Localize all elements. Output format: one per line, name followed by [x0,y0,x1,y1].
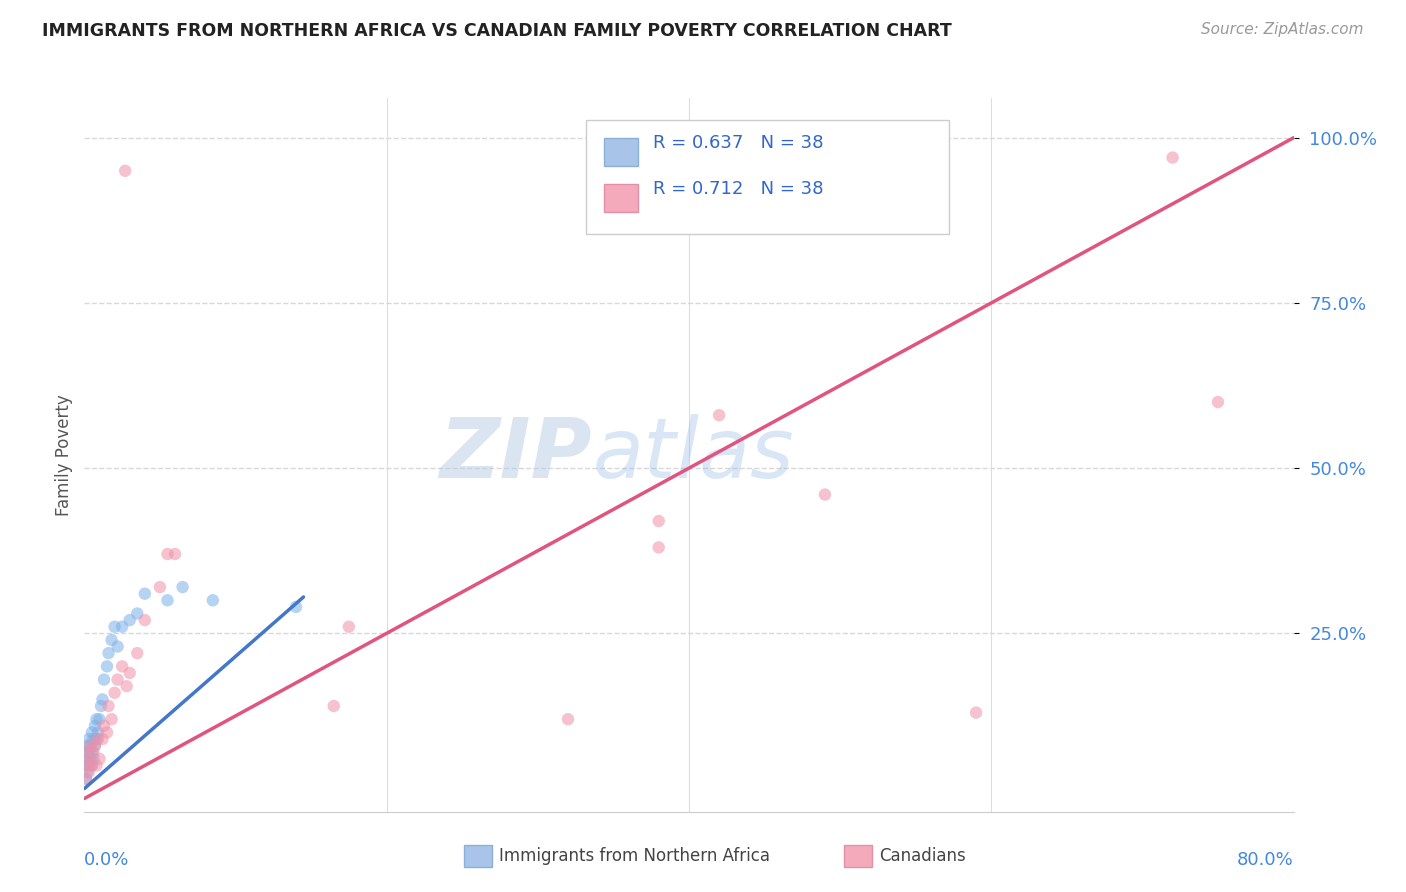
Point [118,613,141,627]
Point [90,698,112,713]
Text: R = 0.637   N = 38: R = 0.637 N = 38 [652,134,823,152]
Point [89,752,111,766]
Point [107,673,129,687]
Point [77,745,100,759]
Point [86,732,108,747]
FancyBboxPatch shape [605,138,638,166]
Point [557,712,579,726]
Point [114,163,136,178]
Point [100,632,122,647]
Point [84,739,107,753]
Point [127,607,149,621]
Point [93,719,115,733]
Point [87,725,110,739]
Point [75,758,97,772]
Point [93,673,115,687]
Point [77,732,100,747]
Point [75,772,97,786]
Point [965,706,987,720]
Point [337,620,360,634]
Point [75,745,97,759]
Point [134,613,156,627]
Point [149,580,172,594]
Point [91,692,114,706]
Point [80,725,103,739]
Text: Immigrants from Northern Africa: Immigrants from Northern Africa [499,847,770,865]
Point [156,593,179,607]
Point [1161,151,1184,165]
Point [163,547,186,561]
Point [709,409,731,423]
Point [79,752,101,766]
Point [134,587,156,601]
Point [156,547,179,561]
Point [111,620,134,634]
Point [86,712,108,726]
Point [647,514,671,528]
Point [115,679,138,693]
Point [97,646,120,660]
Point [84,739,107,753]
Point [82,745,104,759]
Point [96,725,118,739]
Point [80,758,103,772]
Point [76,765,98,780]
Point [75,772,97,786]
Point [84,719,107,733]
Point [79,739,101,753]
Point [87,732,110,747]
Text: 80.0%: 80.0% [1237,851,1294,869]
Y-axis label: Family Poverty: Family Poverty [55,394,73,516]
Point [107,640,129,654]
Point [127,646,149,660]
FancyBboxPatch shape [605,185,638,212]
Point [80,745,103,759]
Point [89,712,111,726]
Point [104,686,127,700]
Point [76,752,98,766]
Text: Source: ZipAtlas.com: Source: ZipAtlas.com [1201,22,1364,37]
Point [104,620,127,634]
Point [77,752,100,766]
Point [284,599,308,614]
Text: ZIP: ZIP [440,415,592,495]
Text: 0.0%: 0.0% [84,851,129,869]
Point [80,758,103,772]
Point [79,739,101,753]
Point [91,732,114,747]
Point [814,487,837,501]
Point [76,739,98,753]
Point [76,758,98,772]
Point [172,580,194,594]
Text: IMMIGRANTS FROM NORTHERN AFRICA VS CANADIAN FAMILY POVERTY CORRELATION CHART: IMMIGRANTS FROM NORTHERN AFRICA VS CANAD… [42,22,952,40]
Point [111,659,134,673]
Text: R = 0.712   N = 38: R = 0.712 N = 38 [652,180,823,198]
Point [118,665,141,680]
Text: atlas: atlas [592,415,794,495]
Point [82,752,104,766]
Point [96,659,118,673]
Point [82,732,104,747]
Point [647,541,671,555]
Point [322,698,344,713]
Point [97,698,120,713]
Point [201,593,224,607]
FancyBboxPatch shape [586,120,949,234]
Text: Canadians: Canadians [879,847,966,865]
Point [1206,395,1229,409]
Point [100,712,122,726]
Point [86,758,108,772]
Point [77,758,100,772]
Point [77,765,100,780]
Point [76,745,98,759]
